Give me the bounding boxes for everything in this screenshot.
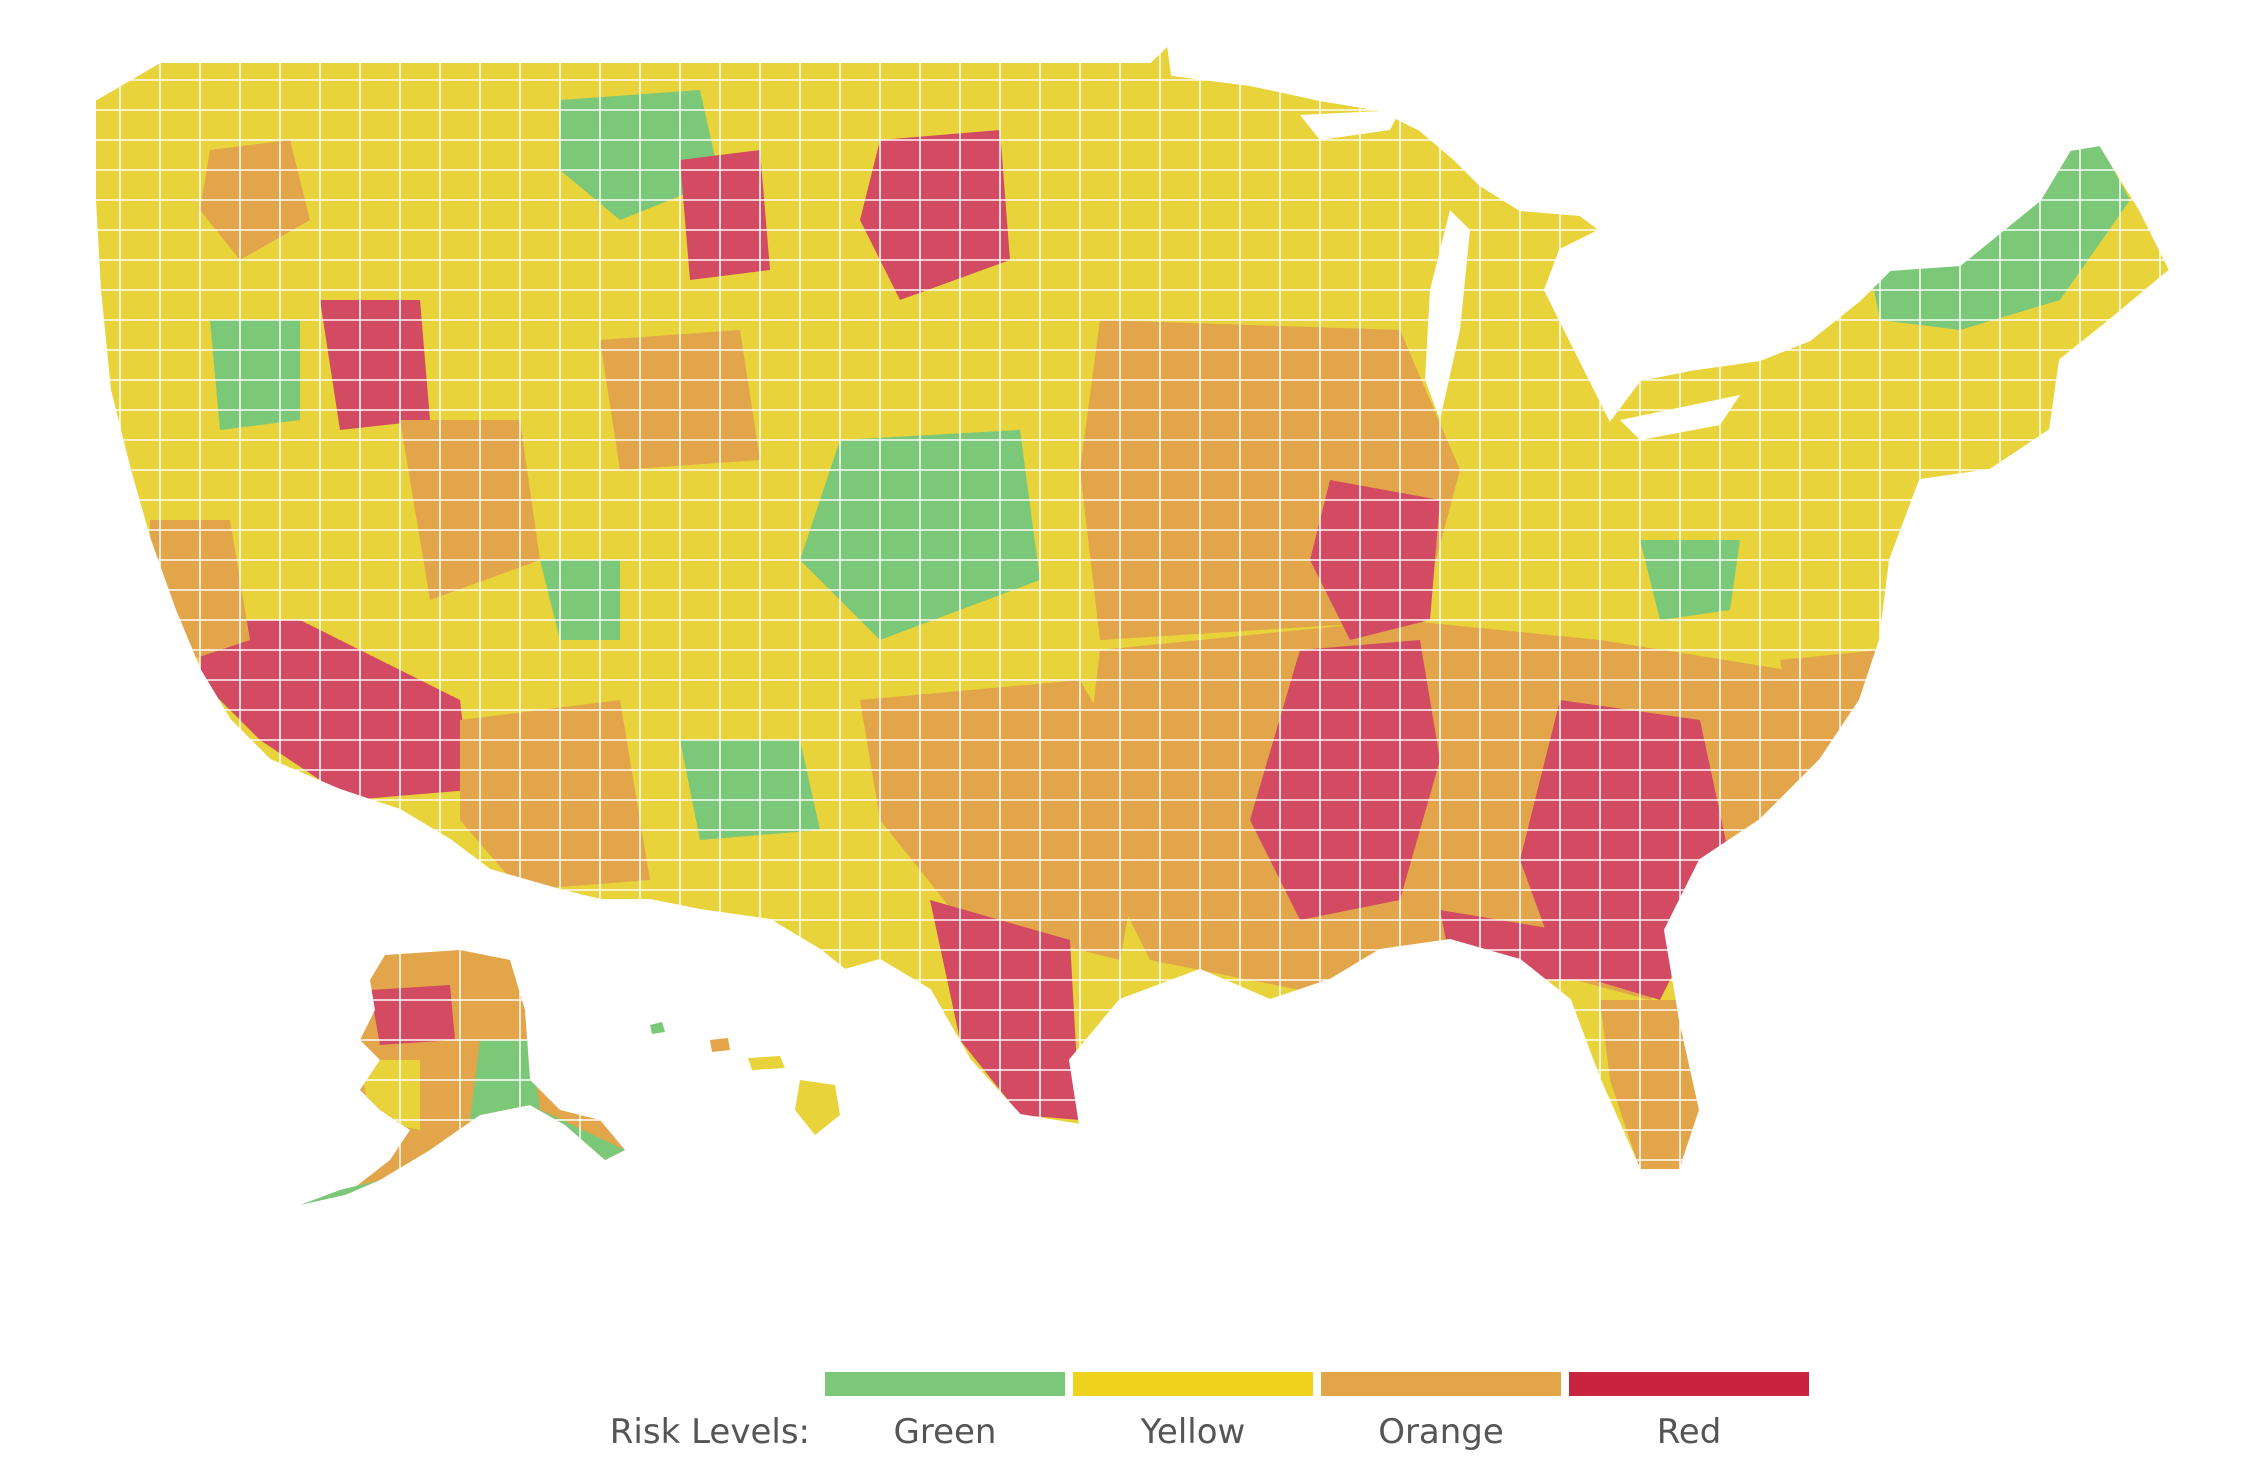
legend-label-red: Red bbox=[1656, 1412, 1722, 1452]
legend-label-yellow: Yellow bbox=[1140, 1412, 1246, 1452]
hawaii-oahu bbox=[710, 1038, 730, 1052]
region-new-mexico-green bbox=[680, 740, 820, 840]
us-county-risk-map bbox=[94, 44, 2171, 1205]
hawaii-big-island bbox=[795, 1080, 840, 1135]
region-nevada-orange bbox=[400, 420, 540, 600]
legend-label-green: Green bbox=[893, 1412, 997, 1452]
alaska-red bbox=[370, 985, 455, 1045]
hawaii-kauai bbox=[650, 1022, 665, 1034]
contiguous-us bbox=[95, 45, 2170, 1170]
legend-swatch-red bbox=[1569, 1372, 1809, 1396]
legend-label-orange: Orange bbox=[1378, 1412, 1504, 1452]
lake-superior bbox=[1300, 110, 1400, 140]
aleutian-islands bbox=[300, 1180, 380, 1205]
great-lakes bbox=[1300, 110, 1740, 440]
legend-swatch-yellow bbox=[1073, 1372, 1313, 1396]
legend-swatch-green bbox=[825, 1372, 1065, 1396]
region-montana-red bbox=[680, 150, 770, 280]
lake-huron bbox=[1560, 240, 1610, 320]
lake-michigan bbox=[1425, 210, 1470, 420]
region-ohio-yellow bbox=[1640, 370, 1820, 470]
region-arizona-orange bbox=[460, 700, 650, 890]
region-florida-orange bbox=[1600, 1000, 1700, 1170]
legend-title: Risk Levels: bbox=[609, 1412, 810, 1452]
lake-erie bbox=[1620, 395, 1740, 440]
region-oregon-green bbox=[210, 320, 300, 430]
hawaii-maui bbox=[748, 1056, 785, 1070]
map-canvas bbox=[94, 44, 2171, 1205]
alaska bbox=[345, 950, 625, 1195]
region-dakota-red bbox=[860, 130, 1010, 300]
risk-legend: Risk Levels: Green Yellow Orange Red bbox=[0, 1360, 2248, 1460]
hawaii bbox=[650, 1022, 840, 1135]
legend-swatch-orange bbox=[1321, 1372, 1561, 1396]
region-oregon-red bbox=[320, 300, 430, 430]
